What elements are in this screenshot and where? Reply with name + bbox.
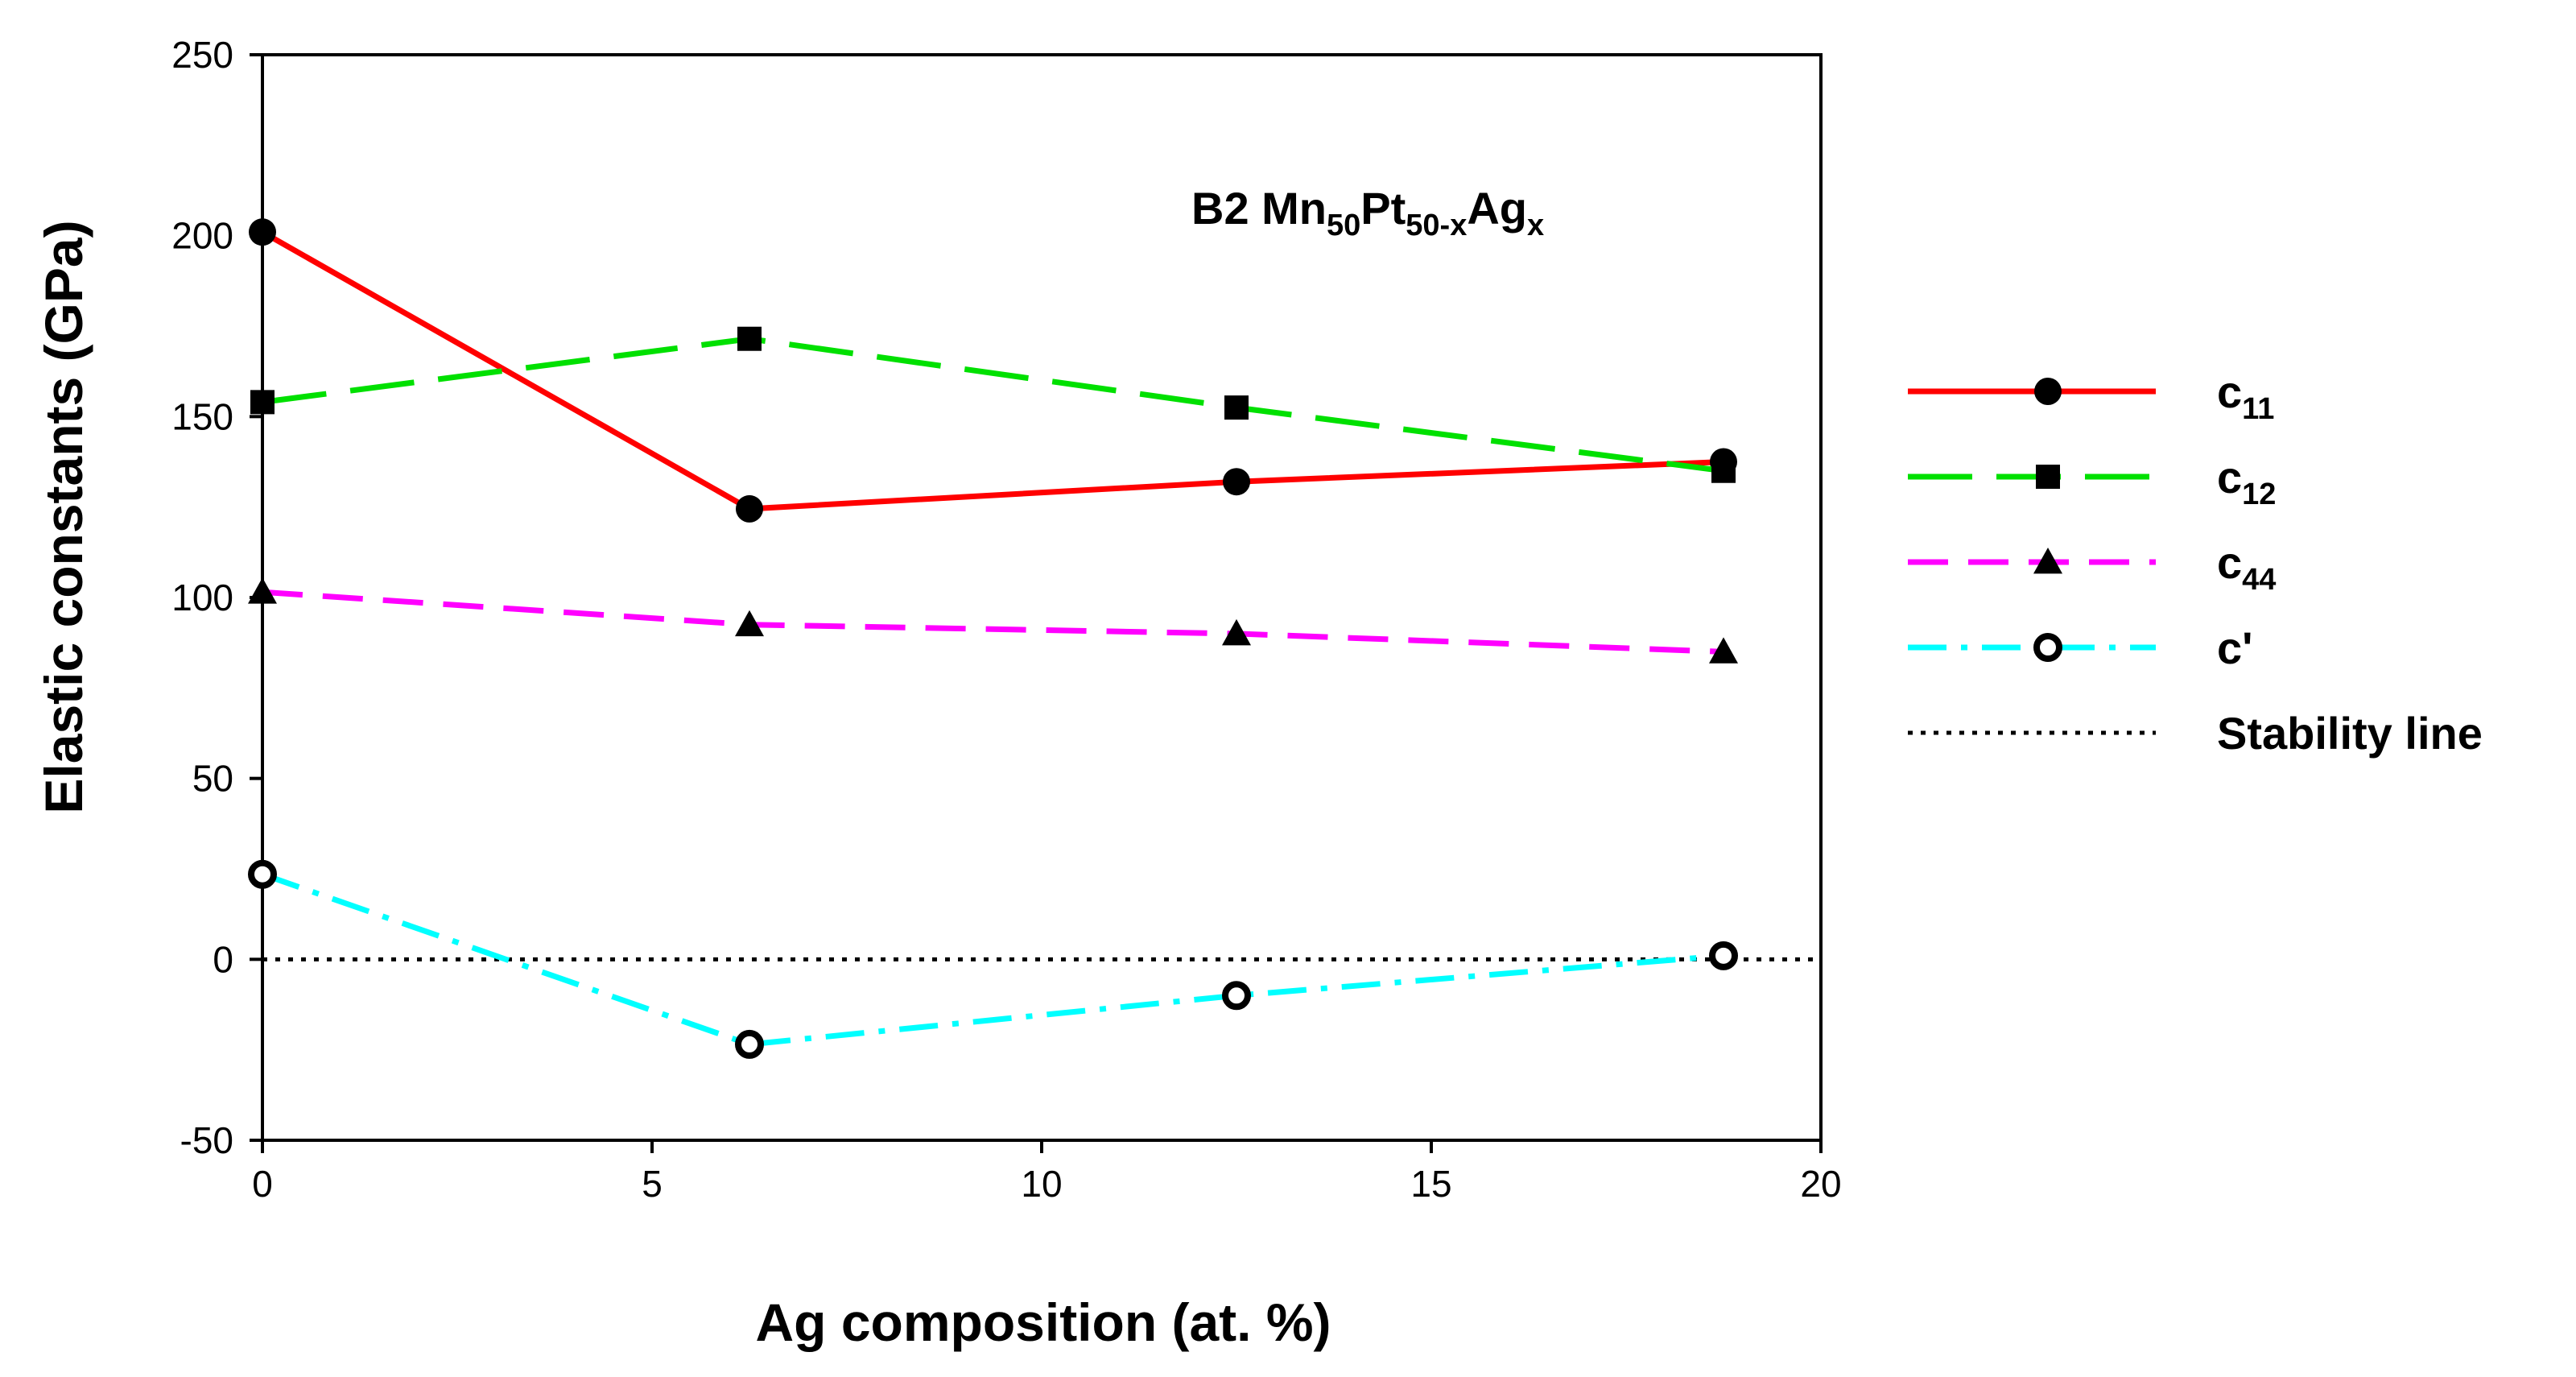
legend-c12: c12 <box>1908 452 2276 511</box>
legend-c44: c44 <box>1908 537 2276 597</box>
x-tick-label: 0 <box>252 1163 273 1205</box>
y-tick-label: 100 <box>171 577 233 618</box>
series-c44-point <box>248 577 277 604</box>
series-c12 <box>250 326 1736 483</box>
y-tick-label: 150 <box>171 395 233 437</box>
series-c12-point <box>1224 395 1249 420</box>
y-tick-label: -50 <box>180 1119 233 1161</box>
series-c11-point <box>1223 468 1250 496</box>
x-tick-label: 15 <box>1410 1163 1451 1205</box>
chart-title-text: Ag <box>1467 183 1527 234</box>
series-c44-point <box>1222 618 1251 646</box>
legend-c11-marker <box>2034 378 2062 405</box>
series-c44-line <box>262 589 1724 655</box>
series-layer <box>248 218 1821 1059</box>
chart-title-layer: B2 Mn50Pt50-xAgx <box>1191 183 1544 242</box>
series-c-point <box>735 1029 764 1059</box>
legend-c-label: c' <box>2217 622 2252 673</box>
legend-c: c' <box>1908 622 2252 673</box>
chart-title-subscript: 50 <box>1327 209 1360 242</box>
legend-stability-line-label: Stability line <box>2217 708 2483 759</box>
chart-title-text: Pt <box>1360 183 1406 234</box>
series-c44 <box>248 577 1738 664</box>
chart-title-subscript: 50-x <box>1406 209 1467 242</box>
x-tick-label: 20 <box>1800 1163 1841 1205</box>
legend-c12-marker <box>2036 465 2060 489</box>
legend-c12-label: c12 <box>2217 452 2276 511</box>
series-c11 <box>249 218 1737 523</box>
y-tick-label: 200 <box>171 215 233 257</box>
series-c-point <box>1709 941 1738 970</box>
y-axis-label: Elastic constants (GPa) <box>34 220 93 813</box>
plot-frame <box>261 53 1823 1142</box>
x-tick-label: 10 <box>1021 1163 1062 1205</box>
y-tick-label: 250 <box>171 34 233 76</box>
series-c-point <box>248 859 277 889</box>
series-c11-point <box>249 218 276 246</box>
series-c11-line <box>261 229 1724 512</box>
legend-c11: c11 <box>1908 366 2274 426</box>
y-tick-label: 0 <box>213 938 233 980</box>
series-c <box>248 859 1738 1059</box>
legend-stability-line: Stability line <box>1908 708 2483 759</box>
legend-c44-marker <box>2033 548 2062 574</box>
x-tick-label: 5 <box>642 1163 663 1205</box>
legend-c44-label: c44 <box>2217 537 2276 597</box>
axes-layer: 0 5 10 15 20 -50 0 50 100 150 200 250 <box>171 34 1841 1205</box>
series-c12-point <box>737 326 762 351</box>
series-c12-point <box>250 390 275 415</box>
series-c-point <box>1222 981 1251 1011</box>
legend-c11-label: c11 <box>2217 366 2274 426</box>
chart-title-text: B2 Mn <box>1191 183 1327 234</box>
x-axis-label: Ag composition (at. %) <box>756 1292 1331 1352</box>
series-c-line <box>261 871 1724 1048</box>
series-c44-point <box>735 610 764 637</box>
series-c44-point <box>1709 637 1738 664</box>
legend: c11 c12 c44 c' Stability line <box>1908 366 2483 759</box>
series-c12-line <box>262 336 1724 474</box>
y-tick-label: 50 <box>192 758 233 800</box>
chart-title: B2 Mn50Pt50-xAgx <box>1191 183 1544 242</box>
series-c12-point <box>1711 458 1736 483</box>
series-c11-point <box>736 494 763 523</box>
chart-title-subscript: x <box>1527 209 1544 242</box>
legend-c-marker <box>2033 633 2062 662</box>
